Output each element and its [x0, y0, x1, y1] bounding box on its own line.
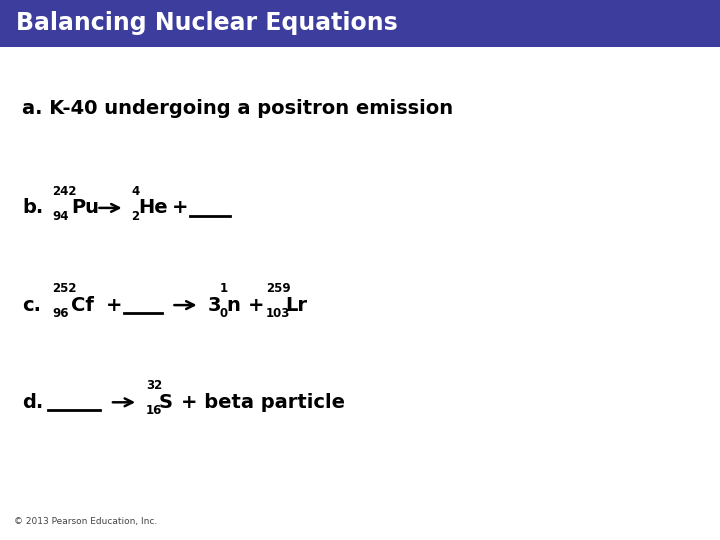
Text: +: + [248, 295, 264, 315]
Text: + beta particle: + beta particle [181, 393, 345, 412]
Text: Cf: Cf [71, 295, 94, 315]
Text: d.: d. [22, 393, 43, 412]
Text: 242: 242 [52, 185, 76, 198]
Text: 252: 252 [52, 282, 76, 295]
Text: Balancing Nuclear Equations: Balancing Nuclear Equations [16, 11, 397, 35]
Text: 1: 1 [220, 282, 228, 295]
Text: c.: c. [22, 295, 41, 315]
FancyBboxPatch shape [0, 0, 720, 47]
Text: 0: 0 [220, 307, 228, 320]
Text: n: n [226, 295, 240, 315]
Text: © 2013 Pearson Education, Inc.: © 2013 Pearson Education, Inc. [14, 517, 157, 526]
Text: 3: 3 [207, 295, 221, 315]
Text: 2: 2 [132, 210, 140, 223]
Text: +: + [106, 295, 122, 315]
Text: Lr: Lr [286, 295, 307, 315]
Text: S: S [159, 393, 173, 412]
Text: Pu: Pu [71, 198, 99, 218]
Text: 103: 103 [266, 307, 290, 320]
Text: b.: b. [22, 198, 43, 218]
Text: 32: 32 [146, 379, 162, 392]
Text: 16: 16 [146, 404, 163, 417]
Text: 259: 259 [266, 282, 291, 295]
Text: 94: 94 [52, 210, 68, 223]
Text: 4: 4 [132, 185, 140, 198]
Text: +: + [172, 198, 189, 218]
Text: He: He [138, 198, 168, 218]
Text: 96: 96 [52, 307, 68, 320]
Text: a. K-40 undergoing a positron emission: a. K-40 undergoing a positron emission [22, 98, 453, 118]
